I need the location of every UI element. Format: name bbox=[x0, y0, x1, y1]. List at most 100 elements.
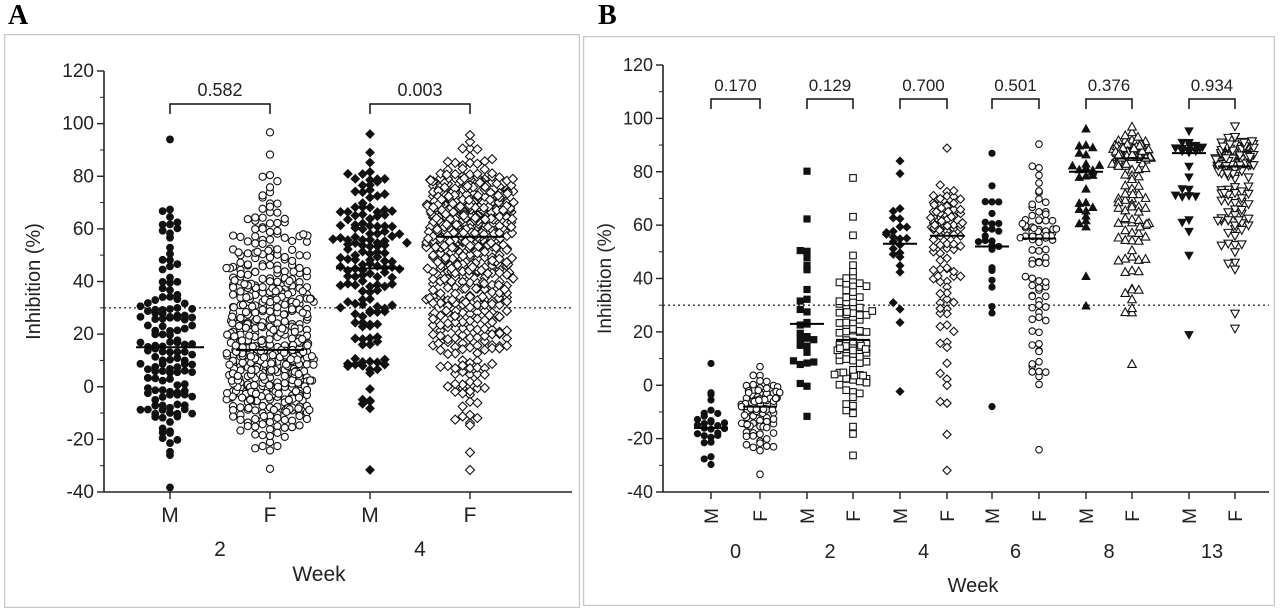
comparison-bracket bbox=[710, 98, 761, 109]
data-point bbox=[803, 342, 811, 350]
y-axis-label: Inhibition (%) bbox=[23, 223, 45, 340]
data-point bbox=[862, 328, 871, 336]
data-point bbox=[888, 249, 898, 259]
data-point bbox=[290, 327, 300, 336]
data-point bbox=[265, 307, 275, 316]
y-tick-label: -40 bbox=[627, 482, 653, 502]
data-point bbox=[335, 302, 346, 313]
data-point bbox=[494, 299, 505, 311]
data-point bbox=[490, 242, 502, 254]
data-point bbox=[441, 219, 452, 230]
data-point bbox=[1236, 225, 1247, 236]
data-point bbox=[1074, 218, 1085, 228]
data-point bbox=[707, 460, 715, 469]
data-point bbox=[803, 308, 811, 316]
data-point bbox=[830, 370, 839, 379]
y-tick-label: -20 bbox=[67, 429, 94, 450]
y-tick-label: 60 bbox=[633, 215, 653, 235]
data-point bbox=[236, 287, 245, 296]
data-point bbox=[928, 234, 939, 245]
data-point bbox=[935, 368, 946, 379]
data-point bbox=[357, 240, 368, 251]
data-point bbox=[803, 382, 811, 390]
data-point bbox=[499, 284, 510, 295]
data-point bbox=[258, 172, 267, 181]
data-point bbox=[988, 276, 996, 284]
series-b-week2-f bbox=[830, 174, 877, 460]
data-point bbox=[430, 241, 441, 253]
data-point bbox=[472, 143, 483, 155]
data-point bbox=[859, 371, 867, 380]
data-point bbox=[241, 323, 250, 333]
data-point bbox=[1028, 274, 1037, 283]
data-point bbox=[1041, 216, 1050, 225]
data-point bbox=[457, 366, 468, 378]
data-point bbox=[244, 403, 253, 413]
data-point bbox=[895, 204, 905, 214]
data-point bbox=[151, 413, 160, 421]
data-point bbox=[258, 441, 267, 451]
comparison-bracket bbox=[1085, 98, 1133, 109]
data-point bbox=[280, 415, 289, 425]
data-point bbox=[280, 233, 289, 242]
data-point bbox=[803, 247, 811, 255]
series-a-week4-m bbox=[328, 129, 412, 475]
data-point bbox=[342, 361, 353, 372]
data-point bbox=[796, 246, 804, 255]
data-point bbox=[305, 405, 314, 415]
data-point bbox=[248, 302, 257, 311]
data-point bbox=[372, 285, 383, 296]
data-point bbox=[151, 296, 160, 304]
data-point bbox=[299, 230, 308, 239]
data-point bbox=[230, 332, 239, 341]
data-point bbox=[233, 371, 242, 381]
data-point bbox=[158, 293, 167, 301]
data-point bbox=[166, 338, 174, 346]
data-point bbox=[335, 280, 346, 291]
data-point bbox=[309, 360, 318, 369]
data-point bbox=[292, 298, 301, 307]
data-point bbox=[365, 157, 375, 168]
data-point bbox=[775, 388, 784, 397]
data-point bbox=[166, 409, 174, 417]
data-point bbox=[484, 194, 496, 206]
data-point bbox=[479, 164, 491, 175]
data-point bbox=[158, 314, 167, 323]
x-tick-label-f: F bbox=[464, 504, 477, 527]
data-point bbox=[281, 360, 291, 369]
data-point bbox=[435, 344, 446, 356]
data-point bbox=[1087, 142, 1098, 152]
data-point bbox=[236, 232, 245, 242]
data-point bbox=[464, 464, 476, 476]
data-point bbox=[265, 183, 275, 192]
data-point bbox=[166, 249, 174, 258]
data-point bbox=[803, 359, 811, 367]
data-point bbox=[902, 233, 912, 243]
data-point bbox=[225, 360, 234, 369]
data-point bbox=[988, 283, 996, 291]
data-point bbox=[259, 412, 268, 421]
data-point bbox=[151, 344, 160, 353]
data-point bbox=[849, 430, 857, 438]
data-point bbox=[771, 394, 780, 403]
data-point bbox=[742, 432, 751, 441]
data-point bbox=[1041, 198, 1050, 207]
data-point bbox=[173, 412, 182, 421]
data-point bbox=[166, 368, 174, 377]
data-point bbox=[436, 194, 447, 205]
data-point bbox=[1120, 169, 1131, 179]
data-point bbox=[280, 267, 289, 276]
data-point bbox=[1113, 160, 1124, 170]
data-point bbox=[1035, 238, 1043, 247]
data-point bbox=[173, 277, 182, 286]
data-point bbox=[868, 307, 877, 315]
data-point bbox=[295, 251, 304, 260]
p-value-label: 0.170 bbox=[714, 76, 757, 95]
data-point bbox=[714, 409, 722, 418]
data-point bbox=[372, 364, 383, 375]
data-point bbox=[365, 241, 375, 252]
data-point bbox=[1229, 324, 1241, 335]
data-point bbox=[158, 306, 167, 314]
data-point bbox=[479, 369, 491, 380]
data-point bbox=[1244, 152, 1256, 163]
